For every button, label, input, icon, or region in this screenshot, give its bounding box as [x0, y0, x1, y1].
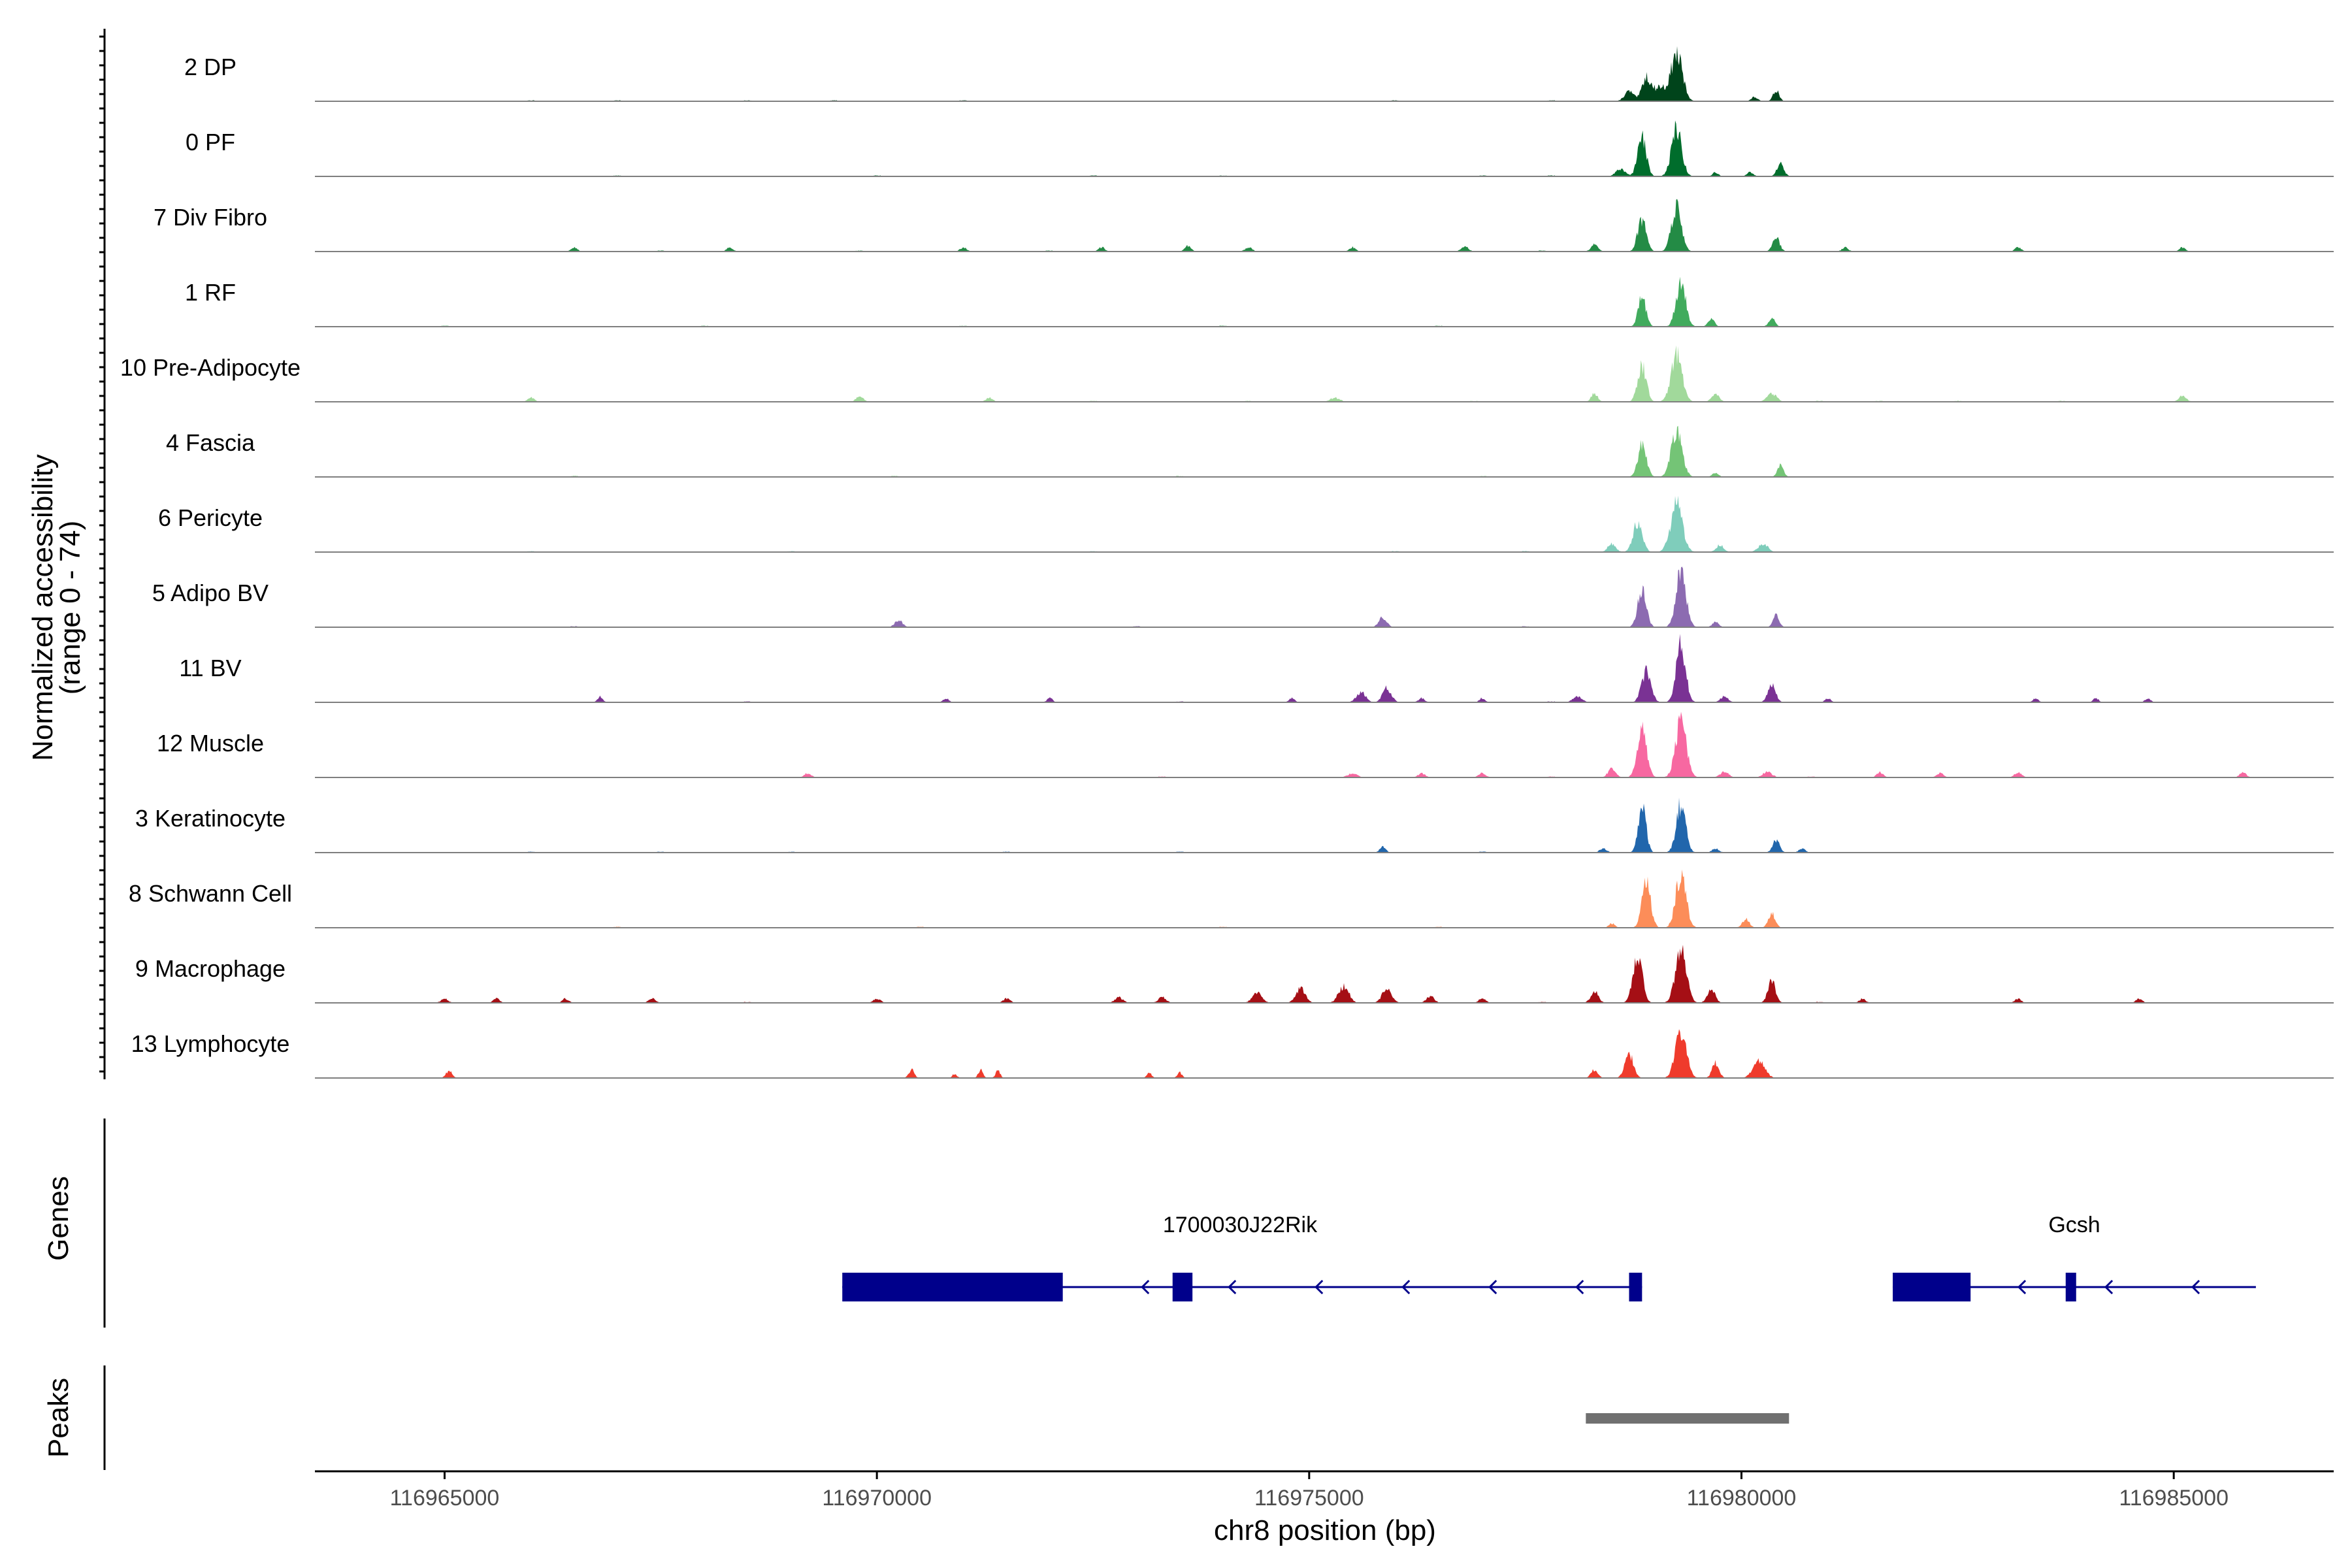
track-3-keratinocyte: 3 Keratinocyte [135, 797, 2334, 853]
track-13-lymphocyte: 13 Lymphocyte [131, 1029, 2334, 1079]
strand-arrow [1401, 1279, 1411, 1295]
gene-exon [1172, 1273, 1193, 1301]
track-1-rf: 1 RF [185, 276, 2334, 327]
track-7-div-fibro: 7 Div Fibro [154, 199, 2334, 252]
y-axis [99, 29, 106, 1079]
coverage-area [315, 945, 2334, 1003]
coverage-area [315, 797, 2334, 853]
coverage-area [315, 276, 2334, 327]
track-label: 4 Fascia [166, 429, 255, 456]
track-label: 7 Div Fibro [154, 204, 267, 231]
strand-arrow [1141, 1279, 1150, 1295]
coverage-area [315, 46, 2334, 101]
track-2-dp: 2 DP [184, 46, 2334, 102]
track-11-bv: 11 BV [179, 634, 2334, 703]
track-label: 5 Adipo BV [152, 580, 269, 606]
track-5-adipo-bv: 5 Adipo BV [152, 566, 2334, 628]
track-12-muscle: 12 Muscle [157, 711, 2334, 778]
track-label: 2 DP [184, 54, 237, 80]
x-tick-label: 116975000 [1254, 1486, 1364, 1511]
strand-arrow [1315, 1279, 1324, 1295]
track-label: 3 Keratinocyte [135, 805, 286, 832]
track-label: 6 Pericyte [158, 504, 263, 531]
track-label: 1 RF [185, 279, 236, 306]
gene-name-label: 1700030J22Rik [1163, 1213, 1318, 1237]
coverage-area [315, 120, 2334, 176]
track-0-pf: 0 PF [186, 120, 2334, 177]
track-9-macrophage: 9 Macrophage [135, 945, 2334, 1004]
track-label: 8 Schwann Cell [129, 880, 292, 907]
coverage-area [315, 345, 2334, 402]
strand-arrow [1488, 1279, 1497, 1295]
strand-arrow [2191, 1279, 2200, 1295]
x-tick-label: 116965000 [390, 1486, 500, 1511]
track-label: 12 Muscle [157, 730, 264, 757]
x-axis-title: chr8 position (bp) [1214, 1514, 1436, 1546]
y-axis-title: Normalized accessibility(range 0 - 74) [27, 454, 86, 760]
peaks-panel [103, 1365, 1789, 1470]
coverage-panel: 2 DP 0 PF 7 Div Fibro 1 RF 10 Pre-Adipocyte 4… [120, 46, 2334, 1079]
track-4-fascia: 4 Fascia [166, 425, 2334, 478]
strand-arrow [2017, 1279, 2027, 1295]
x-axis: 116965000 116970000 116975000 116980000 1169… [315, 1470, 2334, 1511]
track-8-schwann-cell: 8 Schwann Cell [129, 869, 2334, 928]
peaks-axis-title: Peaks [42, 1378, 74, 1458]
coverage-area [315, 566, 2334, 627]
track-10-pre-adipocyte: 10 Pre-Adipocyte [120, 345, 2334, 402]
strand-arrow [1228, 1279, 1237, 1295]
peak-region-bar [1586, 1413, 1789, 1424]
gene-name-label: Gcsh [2048, 1213, 2100, 1237]
gene-1700030j22rik: 1700030J22Rik [842, 1213, 1642, 1301]
gene-exon [1893, 1273, 1971, 1301]
genes-axis-title: Genes [42, 1176, 74, 1261]
x-tick-label: 116970000 [822, 1486, 932, 1511]
coverage-area [315, 711, 2334, 777]
track-label: 10 Pre-Adipocyte [120, 354, 301, 381]
coverage-area [315, 199, 2334, 252]
gene-gcsh: Gcsh [1893, 1213, 2256, 1301]
track-label: 13 Lymphocyte [131, 1030, 290, 1057]
gene-exon [842, 1273, 1063, 1301]
y-axis-title-line1: Normalized accessibility [27, 454, 59, 760]
track-label: 9 Macrophage [135, 955, 286, 982]
gene-exon [2065, 1273, 2076, 1301]
coverage-area [315, 495, 2334, 552]
x-tick-label: 116980000 [1687, 1486, 1797, 1511]
coverage-area [315, 634, 2334, 702]
track-label: 11 BV [179, 655, 241, 681]
coverage-area [315, 1029, 2334, 1078]
track-label: 0 PF [186, 129, 235, 155]
strand-arrow [2104, 1279, 2114, 1295]
track-6-pericyte: 6 Pericyte [158, 495, 2334, 553]
coverage-area [315, 869, 2334, 928]
genes-panel: 1700030J22Rik Gcsh [103, 1119, 2256, 1328]
x-tick-label: 116985000 [2119, 1486, 2229, 1511]
coverage-area [315, 425, 2334, 477]
gene-exon [1629, 1273, 1642, 1301]
y-axis-title-line2: (range 0 - 74) [54, 521, 86, 695]
strand-arrow [1575, 1279, 1584, 1295]
